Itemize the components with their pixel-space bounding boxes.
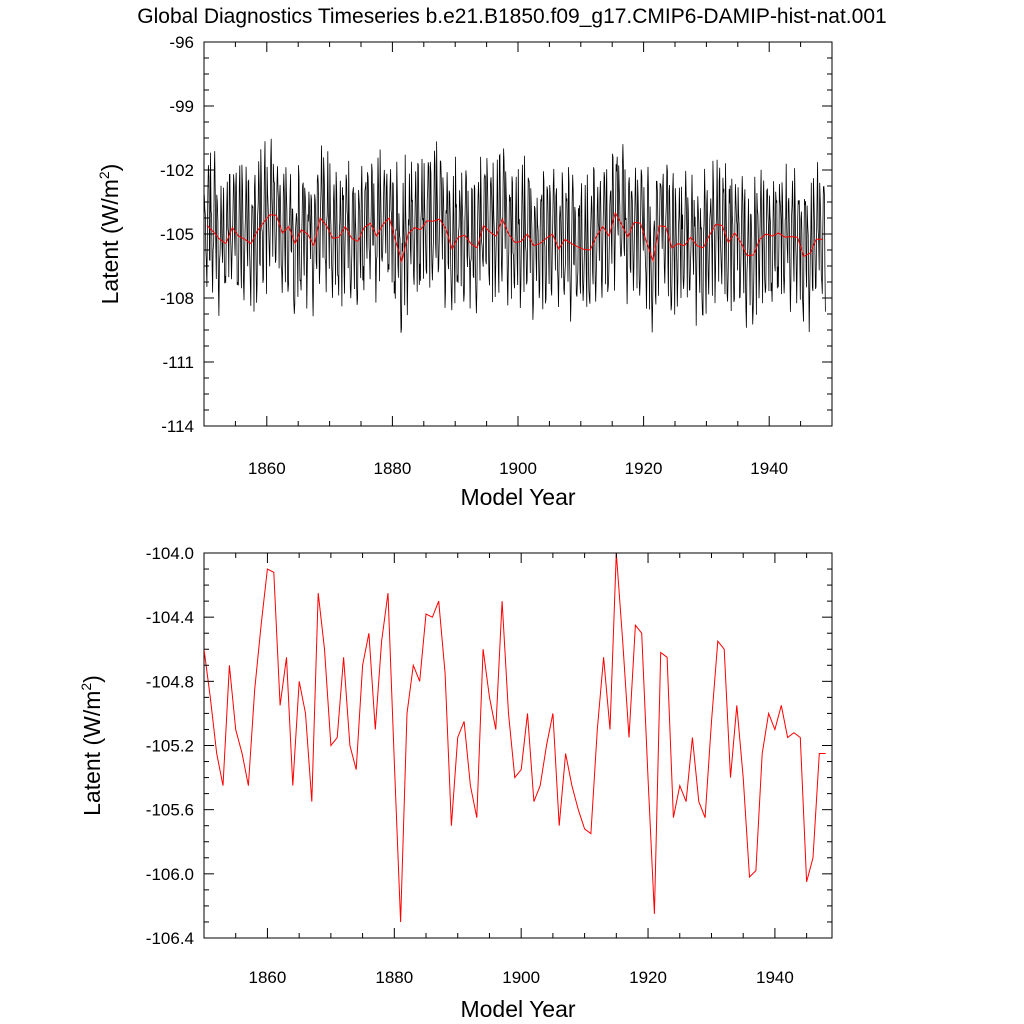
latent-timeseries-monthly-panel: 1860 1880 1900 1920 1940 Model Year -96 -99 -102… — [96, 33, 833, 510]
y-axis-title: Latent (W/m2) — [78, 675, 105, 816]
x-axis-title: Model Year — [460, 484, 575, 510]
annual-mean-line — [204, 553, 826, 923]
series-group — [204, 553, 826, 923]
x-tick-label: 1900 — [499, 459, 537, 478]
y-axis-title: Latent (W/m2) — [96, 164, 123, 305]
y-tick-label: -105.2 — [146, 737, 194, 756]
y-tick-label: -104.8 — [146, 672, 194, 691]
y-tick-label: -114 — [161, 417, 194, 436]
x-axis: 1860 1880 1900 1920 1940 — [203, 553, 808, 987]
y-tick-label: -102 — [160, 161, 194, 180]
plot-frame — [203, 552, 833, 939]
y-tick-label: -106.0 — [146, 865, 194, 884]
y-tick-label: -108 — [160, 289, 194, 308]
y-tick-label: -104.4 — [146, 608, 194, 627]
x-tick-label: 1940 — [756, 968, 794, 987]
y-axis: -104.0 -104.4 -104.8 -105.2 -105.6 -106.0 -106… — [146, 544, 832, 948]
x-tick-label: 1860 — [249, 968, 287, 987]
x-tick-label: 1940 — [750, 459, 788, 478]
series-group — [204, 138, 826, 333]
x-tick-label: 1880 — [375, 968, 413, 987]
x-tick-label: 1920 — [625, 459, 663, 478]
y-tick-label: -105 — [160, 225, 194, 244]
y-tick-label: -111 — [162, 353, 194, 372]
x-tick-label: 1920 — [629, 968, 667, 987]
x-tick-label: 1860 — [248, 459, 286, 478]
x-axis: 1860 1880 1900 1920 1940 — [203, 42, 833, 478]
y-tick-label: -96 — [169, 33, 194, 52]
y-tick-label: -104.0 — [146, 544, 194, 563]
monthly-line — [204, 138, 826, 333]
x-tick-label: 1880 — [373, 459, 411, 478]
y-tick-label: -106.4 — [146, 929, 194, 948]
y-tick-label: -105.6 — [146, 801, 194, 820]
x-axis-title: Model Year — [460, 996, 575, 1022]
y-tick-label: -99 — [169, 97, 194, 116]
y-axis: -96 -99 -102 -105 -108 -111 -114 — [160, 33, 832, 436]
annual-mean-line — [206, 211, 823, 264]
figure-title: Global Diagnostics Timeseries b.e21.B185… — [137, 5, 886, 28]
x-tick-label: 1900 — [502, 968, 540, 987]
